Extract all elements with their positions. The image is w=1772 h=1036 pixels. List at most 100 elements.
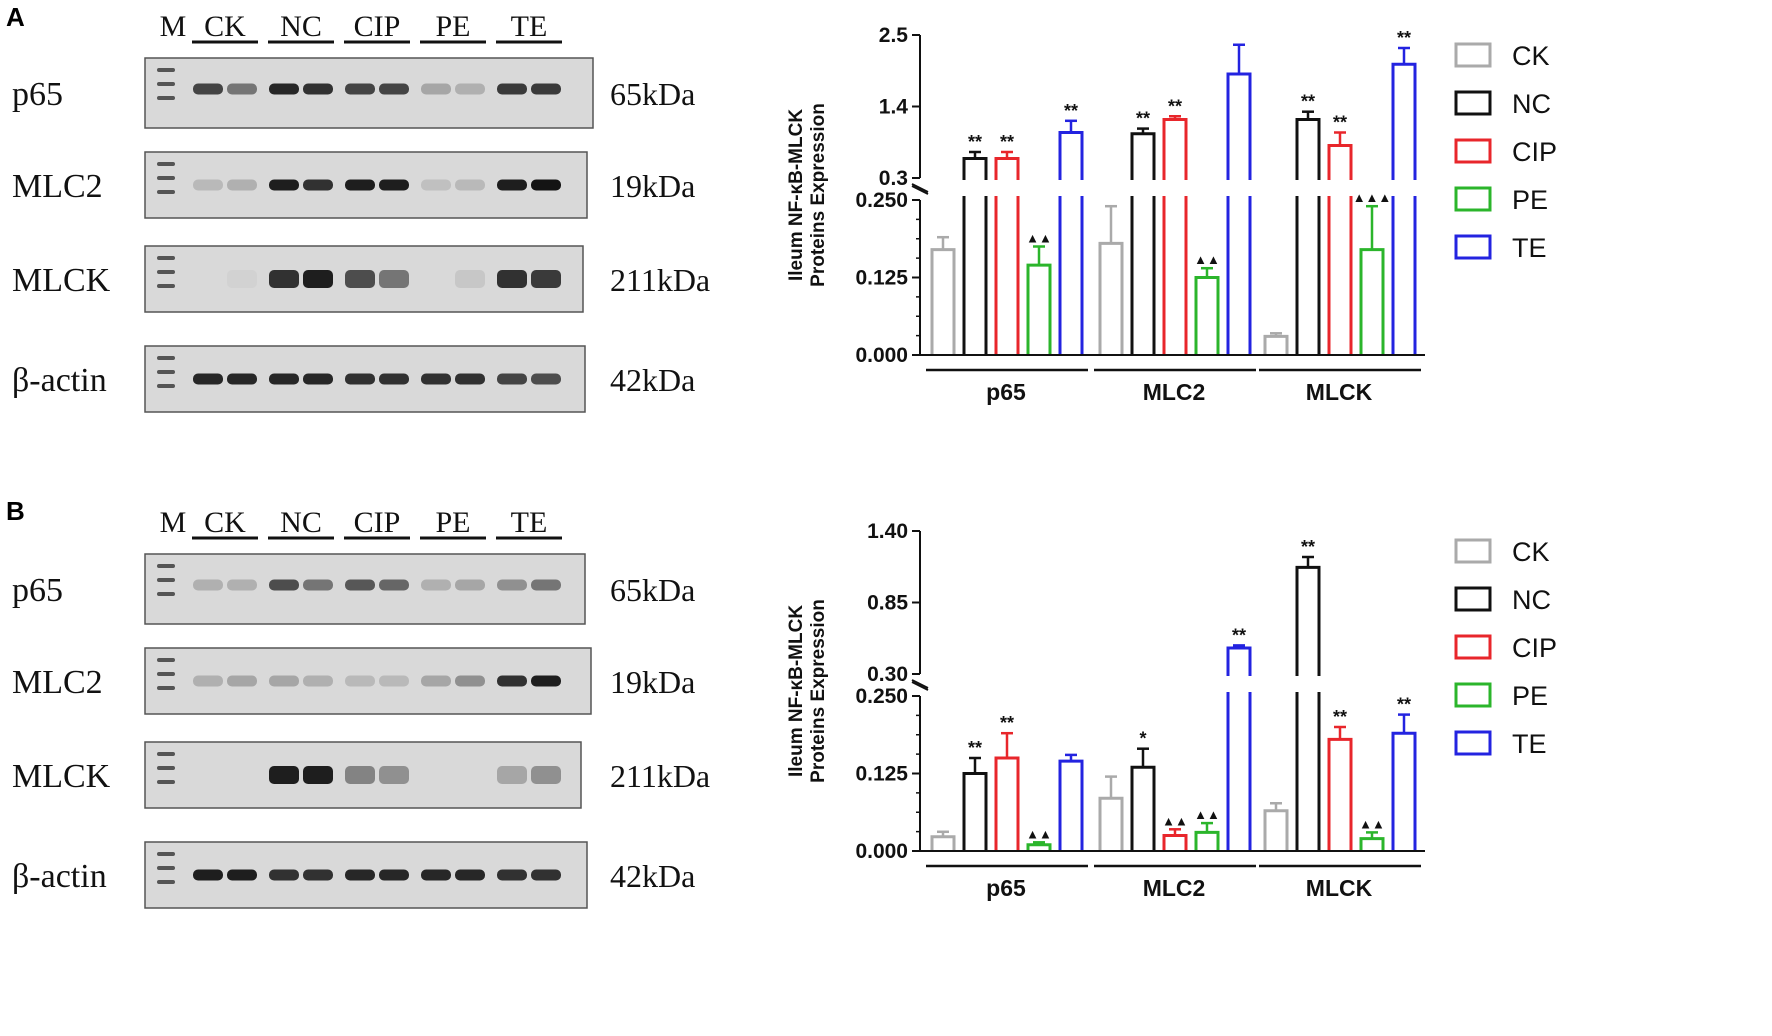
- protein-label: β-actin: [12, 362, 107, 399]
- protein-band: [269, 869, 299, 881]
- protein-band: [497, 179, 527, 191]
- bar-mlc2-nc: [1130, 132, 1156, 180]
- protein-band: [379, 83, 409, 95]
- bar-mlck-ck: [1263, 334, 1289, 355]
- protein-band: [227, 373, 257, 385]
- size-label: 19kDa: [610, 168, 695, 204]
- x-category-label: MLC2: [1143, 379, 1206, 405]
- bar-mlc2-cip: [1162, 118, 1188, 180]
- protein-band: [345, 83, 375, 95]
- significance-mark: **: [1333, 707, 1347, 727]
- marker-ladder-band: [157, 190, 175, 194]
- protein-band: [303, 579, 333, 591]
- protein-band: [531, 83, 561, 95]
- marker-ladder-band: [157, 270, 175, 274]
- protein-label: MLCK: [12, 758, 111, 795]
- protein-band: [269, 675, 299, 687]
- protein-band: [531, 675, 561, 687]
- protein-band: [379, 675, 409, 687]
- protein-band: [531, 270, 561, 288]
- marker-ladder-band: [157, 672, 175, 676]
- protein-band: [193, 579, 223, 591]
- y-tick-label: 1.4: [879, 96, 909, 119]
- marker-ladder-band: [157, 384, 175, 388]
- bar-mlc2-te: [1226, 72, 1252, 180]
- legend-swatch-ck: [1454, 42, 1492, 68]
- protein-label: MLCK: [12, 262, 111, 299]
- bar-p65-te-lower: [1058, 196, 1084, 355]
- bar-p65-nc: [962, 772, 988, 851]
- bar-mlck-ck: [1263, 809, 1289, 851]
- size-label: 65kDa: [610, 572, 695, 608]
- protein-band: [455, 179, 485, 191]
- bar-p65-cip: [994, 157, 1020, 180]
- blot-row-mlck: [144, 741, 582, 809]
- x-category-label: p65: [986, 379, 1026, 405]
- protein-label: p65: [12, 572, 63, 609]
- protein-band: [421, 579, 451, 591]
- protein-band: [379, 869, 409, 881]
- significance-mark: ▲▲: [1162, 813, 1188, 828]
- protein-band: [531, 869, 561, 881]
- protein-band: [303, 766, 333, 784]
- protein-band: [531, 766, 561, 784]
- bar-p65-ck: [930, 835, 956, 851]
- legend-swatch-cip: [1454, 634, 1492, 660]
- legend-label-cip: CIP: [1512, 137, 1557, 167]
- protein-band: [345, 579, 375, 591]
- protein-band: [379, 373, 409, 385]
- significance-mark: **: [1232, 625, 1246, 645]
- bar-mlck-cip-lower: [1327, 196, 1353, 355]
- protein-label: β-actin: [12, 858, 107, 895]
- axis-break-mark: [911, 681, 929, 691]
- y-tick-label: 1.40: [867, 520, 908, 543]
- legend-swatch-pe: [1454, 682, 1492, 708]
- protein-band: [345, 766, 375, 784]
- marker-ladder-band: [157, 752, 175, 756]
- bar-mlc2-cip-lower: [1162, 196, 1188, 355]
- protein-band: [497, 766, 527, 784]
- protein-band: [345, 373, 375, 385]
- lane-label-ck: CK: [204, 506, 246, 539]
- protein-band: [303, 83, 333, 95]
- protein-band: [345, 179, 375, 191]
- axis-break-mark: [911, 185, 929, 195]
- blot-row-p65: [144, 553, 586, 625]
- bar-mlc2-te-lower: [1226, 196, 1252, 355]
- bar-p65-cip: [994, 756, 1020, 851]
- bar-mlc2-cip: [1162, 834, 1188, 851]
- marker-ladder-band: [157, 82, 175, 86]
- protein-band: [303, 869, 333, 881]
- protein-band: [269, 579, 299, 591]
- protein-band: [531, 373, 561, 385]
- protein-band: [303, 675, 333, 687]
- protein-band: [455, 270, 485, 288]
- y-tick-label: 0.85: [867, 592, 908, 615]
- bar-mlck-nc: [1295, 118, 1321, 180]
- bar-mlc2-ck: [1098, 796, 1124, 851]
- significance-mark: ▲▲: [1359, 816, 1385, 831]
- protein-band: [193, 675, 223, 687]
- lane-label-nc: NC: [280, 10, 322, 43]
- y-tick-label: 0.30: [867, 663, 908, 686]
- size-label: 211kDa: [610, 262, 710, 298]
- blot-row-mlck: [144, 245, 584, 313]
- size-label: 19kDa: [610, 664, 695, 700]
- axis-break-mark: [911, 679, 929, 689]
- protein-band: [497, 373, 527, 385]
- protein-band: [193, 373, 223, 385]
- bar-p65-te: [1058, 759, 1084, 851]
- protein-label: MLC2: [12, 664, 103, 701]
- protein-band: [303, 270, 333, 288]
- protein-band: [497, 675, 527, 687]
- blot-row-mlc2: [144, 151, 588, 219]
- protein-band: [497, 83, 527, 95]
- legend-swatch-nc: [1454, 90, 1492, 116]
- y-tick-label: 0.000: [855, 840, 908, 863]
- y-tick-label: 2.5: [879, 24, 909, 47]
- western-blot-panel-a: M CK NC CIP PE TE p65 65kDa MLC2 19kDa MLCK 211kDa β…: [12, 10, 710, 413]
- lane-label-cip: CIP: [354, 506, 401, 539]
- y-tick-label: 0.000: [855, 344, 908, 367]
- legend-label-ck: CK: [1512, 537, 1550, 567]
- panel-label-b: B: [6, 496, 25, 526]
